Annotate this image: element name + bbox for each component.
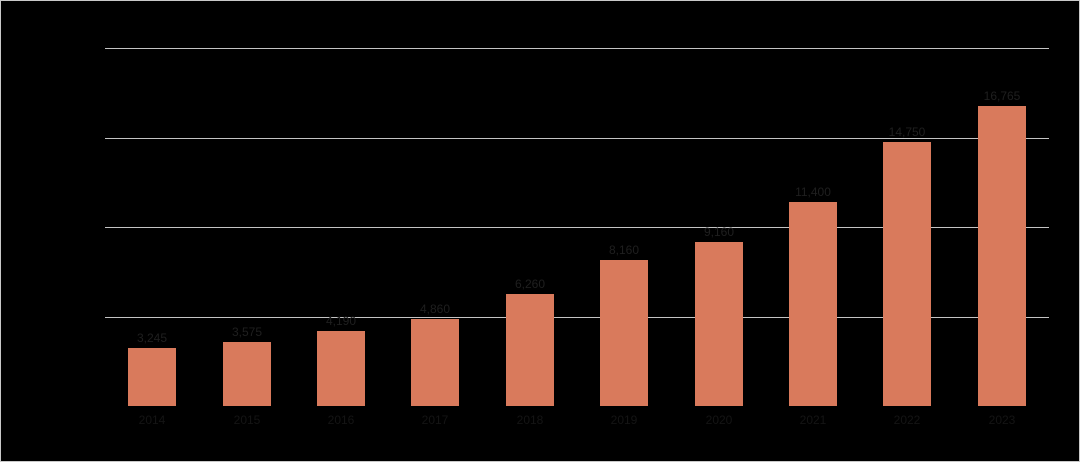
bar-value-label: 4,190 xyxy=(325,314,357,328)
x-axis-tick-label: 2016 xyxy=(327,413,355,427)
bar xyxy=(600,260,648,406)
x-axis-tick-label: 2021 xyxy=(799,413,827,427)
bar-value-label: 11,400 xyxy=(795,185,831,199)
bar-value-label: 3,245 xyxy=(136,331,168,345)
x-axis-tick-label: 2017 xyxy=(421,413,449,427)
gridline xyxy=(105,227,1049,228)
bar-value-label: 4,860 xyxy=(419,302,451,316)
gridline xyxy=(105,48,1049,49)
bar xyxy=(223,342,271,406)
x-axis-tick-label: 2014 xyxy=(138,413,166,427)
bar-value-label: 3,575 xyxy=(231,325,263,339)
bar xyxy=(978,106,1026,406)
x-axis-tick-label: 2020 xyxy=(705,413,733,427)
bar xyxy=(506,294,554,406)
bar xyxy=(695,242,743,406)
bar xyxy=(317,331,365,406)
bar xyxy=(411,319,459,406)
x-axis-tick-label: 2022 xyxy=(893,413,921,427)
bar-value-label: 9,160 xyxy=(703,225,735,239)
bar xyxy=(128,348,176,406)
gridline xyxy=(105,138,1049,139)
x-axis-tick-label: 2015 xyxy=(233,413,261,427)
x-axis-tick-label: 2018 xyxy=(516,413,544,427)
bar-value-label: 14,750 xyxy=(888,125,926,139)
bar xyxy=(883,142,931,406)
bar-value-label: 8,160 xyxy=(608,243,640,257)
x-axis-tick-label: 2019 xyxy=(610,413,638,427)
bar-value-label: 6,260 xyxy=(514,277,546,291)
bar-value-label: 16,765 xyxy=(983,89,1021,103)
bar xyxy=(789,202,837,406)
x-axis-tick-label: 2023 xyxy=(988,413,1016,427)
gridline xyxy=(105,317,1049,318)
